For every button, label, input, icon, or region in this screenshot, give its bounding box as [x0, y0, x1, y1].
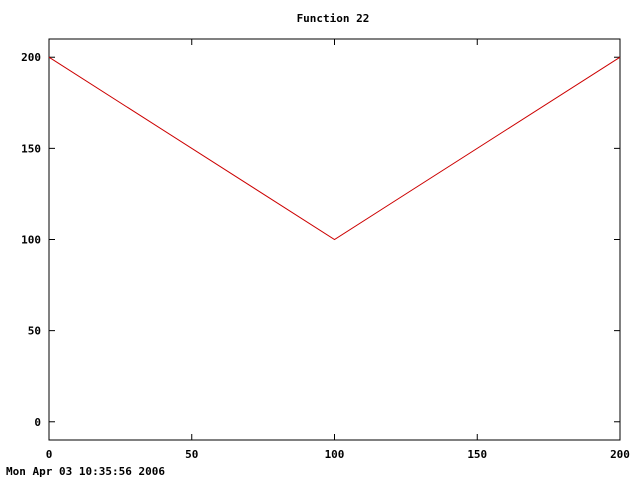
x-tick-label: 100 — [325, 448, 345, 461]
chart-title: Function 22 — [297, 12, 370, 25]
timestamp: Mon Apr 03 10:35:56 2006 — [6, 465, 165, 478]
y-tick-label: 200 — [21, 51, 41, 64]
x-tick-label: 0 — [46, 448, 53, 461]
y-tick-label: 100 — [21, 234, 41, 247]
axis-ticks — [48, 39, 621, 440]
y-tick-label: 150 — [21, 142, 41, 155]
y-tick-label: 50 — [28, 325, 41, 338]
x-tick-label: 50 — [185, 448, 198, 461]
series-layer — [48, 56, 621, 241]
x-tick-label: 150 — [467, 448, 487, 461]
series-line-0 — [48, 56, 621, 241]
x-tick-label: 200 — [610, 448, 630, 461]
axis-tick-labels: 0 50 100 150 200 0 50 100 150 200 — [21, 51, 630, 461]
y-tick-label: 0 — [34, 416, 41, 429]
